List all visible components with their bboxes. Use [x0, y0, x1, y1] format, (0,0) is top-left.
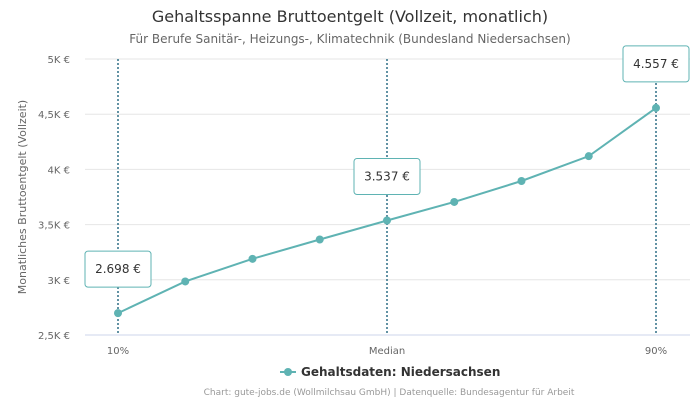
- chart-credits[interactable]: Chart: gute-jobs.de (Wollmilchsau GmbH) …: [204, 388, 575, 398]
- value-callouts: 2.698 € 3.537 € 4.557 €: [84, 45, 690, 288]
- data-point: [517, 176, 526, 185]
- callout-box: [353, 158, 421, 196]
- y-tick-label: 2,5K €: [38, 331, 70, 342]
- value-callout: 3.537 €: [353, 158, 421, 196]
- y-tick-label: 3K €: [48, 276, 70, 287]
- y-tick-label: 4,5K €: [38, 110, 70, 121]
- data-point: [584, 152, 593, 161]
- callout-label: 3.537 €: [364, 170, 410, 184]
- percentile-marker-lines: [117, 59, 657, 335]
- data-point: [383, 216, 391, 225]
- callout-box: [622, 45, 690, 83]
- data-point: [450, 197, 459, 206]
- y-axis-label: Monatliches Bruttoentgelt (Vollzeit): [16, 100, 29, 294]
- value-callout: 4.557 €: [622, 45, 690, 83]
- series-group: [114, 103, 660, 318]
- x-axis-ticks: 10% Median 90%: [107, 346, 667, 357]
- series-line: [117, 107, 657, 315]
- x-tick-label: 10%: [107, 346, 129, 357]
- legend-marker-icon: [284, 368, 292, 376]
- chart-title: Gehaltsspanne Bruttoentgelt (Vollzeit, m…: [152, 7, 548, 26]
- value-callout: 2.698 €: [84, 250, 152, 288]
- chart-subtitle: Für Berufe Sanitär-, Heizungs-, Klimatec…: [129, 32, 570, 46]
- data-point: [114, 309, 122, 318]
- y-tick-label: 3,5K €: [38, 221, 70, 232]
- callout-label: 4.557 €: [633, 57, 679, 71]
- callout-label: 2.698 €: [95, 262, 141, 276]
- legend[interactable]: Gehaltsdaten: Niedersachsen: [280, 365, 500, 379]
- data-point: [181, 277, 190, 286]
- legend-label: Gehaltsdaten: Niedersachsen: [301, 365, 500, 379]
- x-tick-label: 90%: [645, 346, 667, 357]
- y-tick-label: 4K €: [48, 165, 70, 176]
- data-point: [652, 103, 660, 112]
- x-tick-label: Median: [369, 346, 405, 357]
- y-tick-label: 5K €: [48, 55, 70, 66]
- callout-box: [84, 250, 152, 288]
- data-point: [248, 254, 257, 263]
- y-axis-ticks: 2,5K € 3K € 3,5K € 4K € 4,5K € 5K €: [38, 55, 70, 342]
- data-point: [315, 235, 324, 244]
